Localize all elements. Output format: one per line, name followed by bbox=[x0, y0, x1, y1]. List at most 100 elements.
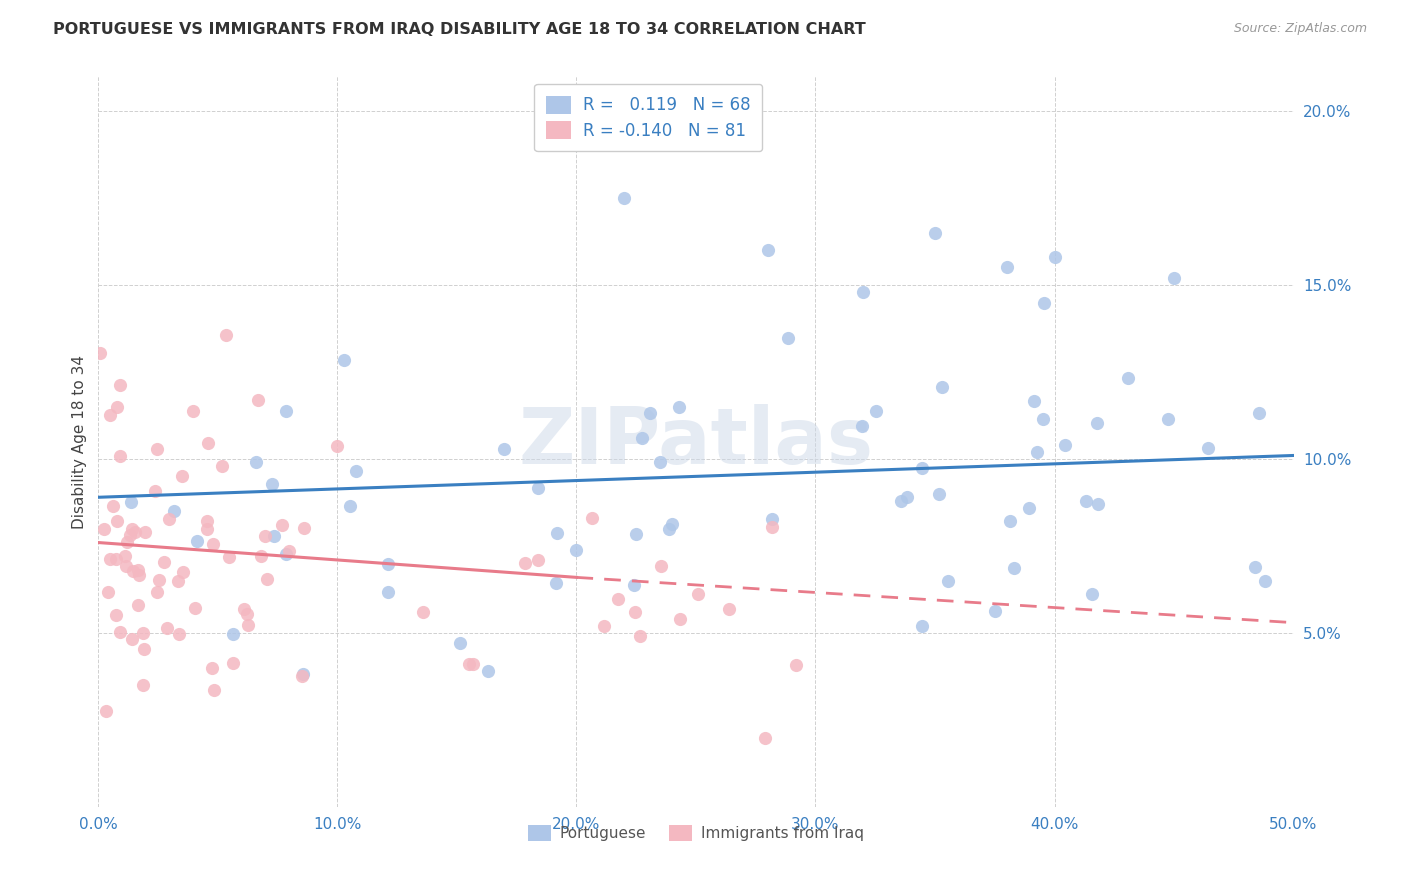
Point bbox=[638, 406, 661, 420]
Point bbox=[97, 585, 120, 599]
Point bbox=[197, 522, 219, 536]
Point bbox=[181, 403, 204, 417]
Point bbox=[630, 431, 652, 445]
Point bbox=[592, 619, 614, 633]
Point bbox=[148, 573, 170, 587]
Point bbox=[761, 511, 783, 525]
Point bbox=[121, 522, 143, 536]
Point bbox=[263, 529, 285, 543]
Point bbox=[581, 511, 603, 525]
Point bbox=[156, 621, 179, 635]
Point bbox=[911, 460, 934, 475]
Legend: Portuguese, Immigrants from Iraq: Portuguese, Immigrants from Iraq bbox=[522, 819, 870, 847]
Point bbox=[105, 400, 128, 414]
Point bbox=[105, 515, 128, 529]
Point bbox=[201, 661, 224, 675]
Point bbox=[184, 600, 207, 615]
Text: ZIPatlas: ZIPatlas bbox=[519, 403, 873, 480]
Point bbox=[346, 464, 368, 478]
Point bbox=[623, 578, 645, 592]
Point bbox=[1053, 438, 1076, 452]
Point bbox=[565, 138, 588, 153]
Point bbox=[463, 657, 485, 671]
Point bbox=[124, 524, 146, 539]
Point bbox=[1085, 417, 1108, 431]
Point bbox=[983, 604, 1005, 618]
Point bbox=[1087, 497, 1109, 511]
Point bbox=[245, 455, 267, 469]
Point bbox=[146, 442, 169, 456]
Point bbox=[852, 285, 875, 299]
Point bbox=[890, 494, 912, 508]
Point bbox=[253, 529, 276, 543]
Point bbox=[291, 669, 314, 683]
Point bbox=[412, 605, 434, 619]
Point bbox=[167, 627, 190, 641]
Point bbox=[924, 226, 946, 240]
Point bbox=[626, 526, 648, 541]
Point bbox=[650, 558, 672, 573]
Point bbox=[292, 667, 315, 681]
Point bbox=[121, 632, 143, 646]
Point bbox=[668, 400, 690, 414]
Point bbox=[668, 612, 690, 626]
Point bbox=[108, 624, 131, 639]
Point bbox=[274, 404, 297, 418]
Point bbox=[249, 549, 271, 564]
Point bbox=[1074, 494, 1097, 508]
Point bbox=[1033, 296, 1056, 310]
Point bbox=[127, 563, 149, 577]
Point bbox=[108, 449, 131, 463]
Point bbox=[132, 626, 155, 640]
Text: Source: ZipAtlas.com: Source: ZipAtlas.com bbox=[1233, 22, 1367, 36]
Point bbox=[546, 526, 568, 541]
Point bbox=[115, 534, 138, 549]
Point bbox=[911, 619, 934, 633]
Point bbox=[756, 243, 779, 257]
Point bbox=[546, 576, 568, 591]
Point bbox=[1032, 411, 1054, 425]
Point bbox=[94, 704, 117, 718]
Point bbox=[613, 191, 636, 205]
Point bbox=[326, 439, 349, 453]
Point bbox=[628, 629, 651, 643]
Y-axis label: Disability Age 18 to 34: Disability Age 18 to 34 bbox=[72, 354, 87, 529]
Point bbox=[648, 455, 671, 469]
Point bbox=[256, 572, 278, 586]
Point bbox=[108, 377, 131, 392]
Point bbox=[127, 599, 149, 613]
Point bbox=[262, 476, 284, 491]
Point bbox=[1080, 587, 1102, 601]
Point bbox=[851, 419, 873, 434]
Point bbox=[202, 682, 225, 697]
Point bbox=[118, 528, 141, 542]
Point bbox=[278, 544, 301, 558]
Point bbox=[492, 442, 515, 456]
Point bbox=[98, 408, 121, 422]
Point bbox=[513, 556, 536, 570]
Point bbox=[1244, 560, 1267, 574]
Point bbox=[134, 641, 156, 656]
Point bbox=[377, 557, 399, 571]
Point bbox=[1249, 406, 1271, 420]
Point bbox=[146, 584, 169, 599]
Point bbox=[162, 504, 184, 518]
Point bbox=[607, 592, 630, 607]
Point bbox=[114, 549, 136, 563]
Point bbox=[202, 537, 225, 551]
Point bbox=[1157, 412, 1180, 426]
Point bbox=[661, 516, 683, 531]
Point bbox=[115, 558, 138, 573]
Point bbox=[104, 607, 127, 622]
Point bbox=[658, 522, 681, 536]
Point bbox=[785, 658, 807, 673]
Point bbox=[134, 524, 156, 539]
Point bbox=[1197, 441, 1219, 455]
Point bbox=[995, 260, 1018, 275]
Point bbox=[931, 379, 953, 393]
Point bbox=[1163, 270, 1185, 285]
Point bbox=[865, 404, 887, 418]
Point bbox=[1025, 445, 1047, 459]
Point bbox=[936, 574, 959, 588]
Point bbox=[170, 469, 193, 483]
